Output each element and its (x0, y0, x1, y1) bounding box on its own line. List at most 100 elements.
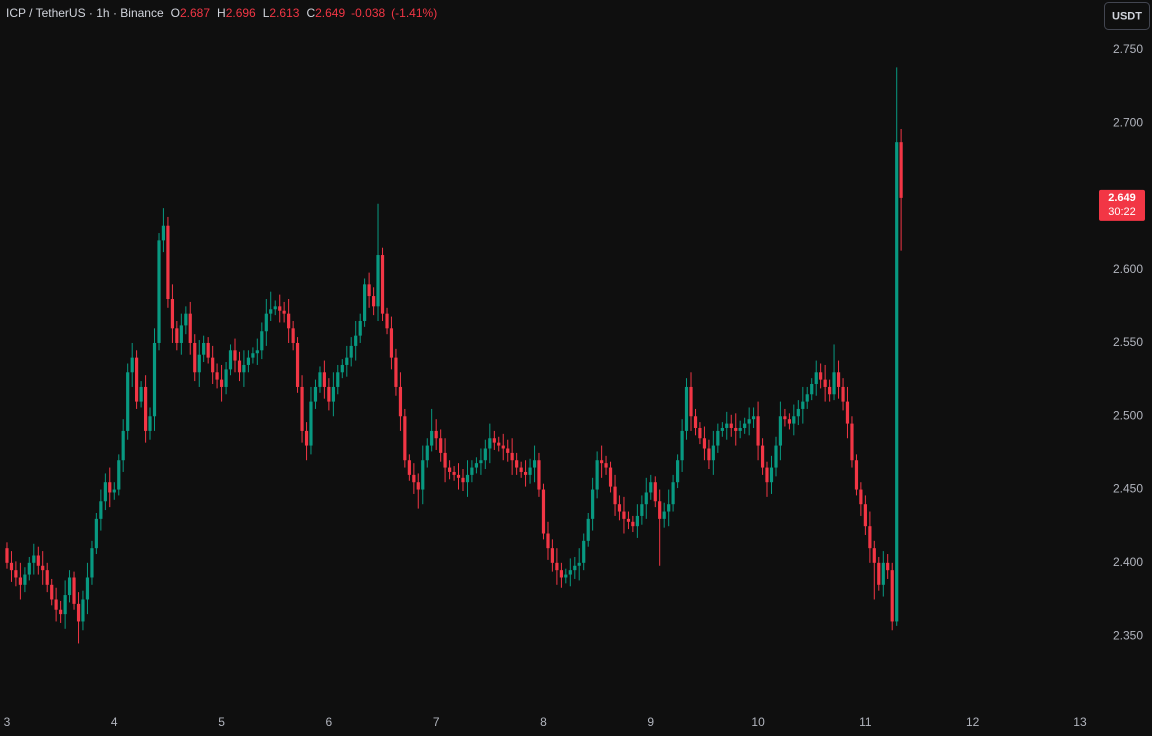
x-tick-label: 9 (647, 715, 654, 729)
candle-body (287, 313, 291, 329)
candle-body (170, 299, 175, 329)
candle-body (747, 419, 751, 424)
candle-body (725, 423, 729, 428)
candle-body (202, 342, 206, 355)
candle-body (59, 609, 63, 615)
candle-body (354, 335, 358, 346)
candle-body (452, 471, 456, 475)
candle-body (434, 430, 438, 439)
candle-body (743, 423, 747, 428)
candle-body (456, 474, 461, 478)
candle-body (702, 438, 707, 449)
candle-body (836, 372, 841, 387)
candle-body (184, 313, 188, 326)
currency-label[interactable]: USDT (1112, 10, 1142, 22)
candle-body (465, 474, 470, 483)
candle-body (157, 240, 161, 343)
candle-body (872, 548, 876, 563)
candle-body (738, 427, 742, 431)
candle-body (32, 555, 36, 563)
candle-body (568, 570, 572, 575)
candle-body (126, 372, 130, 431)
candle-body (85, 577, 90, 600)
candle-body (778, 416, 782, 446)
candle-body (608, 467, 613, 487)
candle-body (282, 310, 286, 314)
candle-body (9, 562, 14, 571)
candle-body (416, 482, 420, 490)
candle-body (144, 386, 148, 431)
candle-body (890, 570, 894, 622)
candle-body (242, 364, 246, 373)
candle-body (886, 562, 890, 571)
candle-body (716, 430, 720, 446)
symbol[interactable]: ICP / TetherUS · 1h · Binance (6, 6, 164, 20)
candle-body (363, 284, 367, 321)
candle-body (577, 562, 581, 566)
candle-body (134, 357, 139, 402)
candle-body (626, 518, 631, 522)
candle-body (188, 313, 192, 343)
candle-body (792, 416, 796, 424)
candle-body (640, 504, 644, 516)
candle-body (90, 548, 94, 578)
candle-body (63, 595, 67, 615)
x-tick-label: 12 (966, 715, 980, 729)
x-tick-label: 7 (433, 715, 440, 729)
candle-body (877, 562, 881, 585)
candle-body (617, 504, 622, 512)
candle-body (658, 501, 662, 519)
candle-body (510, 452, 514, 461)
candle-body (50, 584, 54, 600)
candle-body (689, 386, 693, 417)
legend: ICP / TetherUS · 1h · Binance O 2.687 H 2.… (6, 6, 437, 20)
x-tick-label: 4 (111, 715, 118, 729)
candle-body (550, 548, 554, 563)
candle-body (470, 467, 474, 475)
candle-body (385, 313, 389, 329)
candle-body (412, 474, 416, 483)
candle-body (331, 386, 335, 402)
candle-body (421, 460, 425, 490)
candle-body (622, 511, 626, 519)
candle-body (193, 342, 197, 373)
close-value: 2.649 (315, 6, 346, 20)
open-label: O (170, 6, 180, 20)
candle-body (447, 467, 452, 472)
candle-body (336, 372, 340, 387)
candle-body (823, 379, 827, 387)
candle-body (23, 574, 27, 585)
candle-body (810, 384, 814, 395)
candle-body (175, 328, 179, 343)
candle-body (76, 603, 81, 622)
candle-body (367, 284, 371, 297)
candle-body (425, 445, 429, 461)
candle-body (850, 423, 854, 461)
candle-body (304, 430, 309, 446)
currency-button[interactable] (1104, 2, 1150, 30)
candle-body (237, 360, 242, 373)
candle-body (497, 442, 501, 446)
candle-body (586, 518, 590, 541)
candle-body (430, 430, 434, 446)
y-tick-label: 2.600 (1113, 262, 1143, 276)
candle-body (488, 438, 492, 449)
candle-body (828, 386, 832, 395)
candle-body (769, 467, 774, 483)
candle-body (483, 448, 487, 461)
x-tick-label: 6 (326, 715, 333, 729)
candle-body (693, 416, 698, 428)
candle-body (389, 328, 394, 358)
candle-body (197, 354, 201, 373)
candle-body (443, 452, 447, 468)
candle-body (219, 379, 224, 387)
y-tick-label: 2.700 (1113, 115, 1143, 129)
candle-body (819, 372, 823, 380)
candle-body (783, 416, 787, 420)
candle-body (604, 463, 608, 468)
candle-body (45, 570, 49, 585)
low-value: 2.613 (269, 6, 300, 20)
candle-body (814, 372, 818, 385)
candle-body (36, 555, 40, 566)
candle-body (573, 565, 577, 571)
